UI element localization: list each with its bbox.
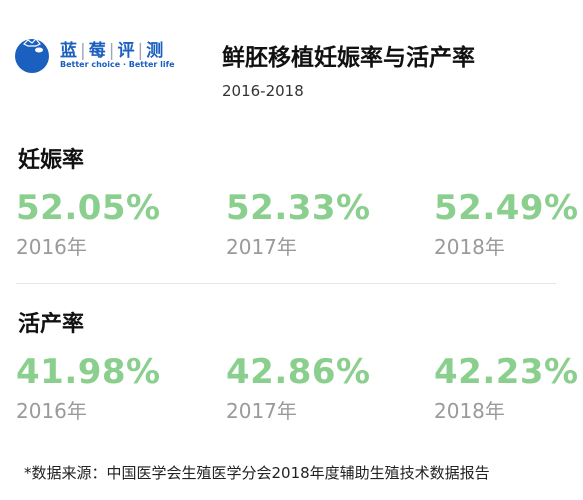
stat-live-birth-2016: 41.98% 2016年 (16, 352, 186, 424)
blueberry-logo-icon (15, 38, 49, 73)
section-title-pregnancy-rate: 妊娠率 (18, 148, 85, 173)
brand-char-1: 蓝 (60, 41, 78, 61)
section-title-live-birth-rate: 活产率 (18, 312, 85, 337)
stat-pregnancy-2018: 52.49% 2018年 (434, 188, 583, 260)
stat-value: 52.05% (16, 188, 161, 228)
brand-separator: | (137, 41, 145, 61)
brand-char-4: 测 (146, 41, 165, 61)
stat-pregnancy-2017: 52.33% 2017年 (226, 188, 396, 260)
stat-year: 2017年 (226, 235, 297, 259)
stat-year: 2016年 (16, 399, 87, 423)
brand-name: 蓝 | 莓 | 评 | 测 (60, 36, 164, 61)
brand-tagline: Better choice · Better life (60, 60, 175, 69)
stat-value: 52.49% (434, 188, 579, 228)
stat-value: 41.98% (16, 352, 161, 392)
brand-separator: | (108, 41, 116, 61)
brand-char-2: 莓 (88, 41, 107, 61)
stat-live-birth-2018: 42.23% 2018年 (434, 352, 583, 424)
stat-value: 52.33% (226, 188, 371, 228)
stat-year: 2018年 (434, 399, 505, 423)
data-source-footnote: *数据来源：中国医学会生殖医学分会2018年度辅助生殖技术数据报告 (24, 464, 490, 482)
stat-live-birth-2017: 42.86% 2017年 (226, 352, 396, 424)
page-subtitle: 2016-2018 (222, 82, 304, 100)
stat-value: 42.23% (434, 352, 579, 392)
stat-pregnancy-2016: 52.05% 2016年 (16, 188, 186, 260)
brand-logo: 蓝 | 莓 | 评 | 测 Better choice · Better life (12, 34, 175, 78)
stat-value: 42.86% (226, 352, 371, 392)
page-title: 鲜胚移植妊娠率与活产率 (222, 45, 475, 71)
stat-year: 2016年 (16, 235, 87, 259)
stat-year: 2017年 (226, 399, 297, 423)
brand-char-3: 评 (117, 41, 136, 61)
brand-separator: | (80, 41, 87, 61)
stat-year: 2018年 (434, 235, 505, 259)
section-divider (16, 283, 556, 284)
